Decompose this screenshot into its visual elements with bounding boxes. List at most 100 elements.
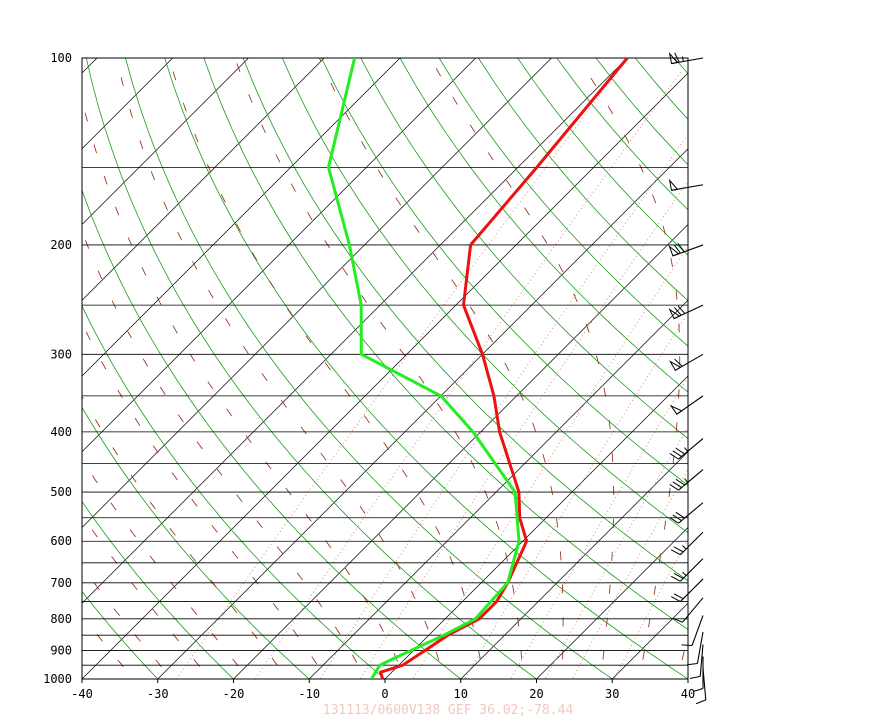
wind-barb	[670, 558, 704, 582]
dry-adiabat-line	[595, 58, 688, 166]
dry-adiabat-line	[438, 58, 688, 347]
wind-barb-feather	[673, 593, 684, 600]
isotherm-line	[309, 299, 688, 679]
wind-barb-half-feather	[684, 447, 689, 452]
wind-barb-feather	[672, 450, 682, 457]
isotherm-line	[460, 451, 688, 679]
temperature-tick-label: -30	[147, 687, 169, 701]
pressure-tick-labels: 100 200 300 400 500 600 700 800 900 1000	[43, 51, 72, 686]
moist-adiabat-line	[168, 58, 485, 679]
dry-adiabat-line	[634, 58, 688, 120]
isotherm-line	[82, 58, 173, 150]
wind-barb-feather	[669, 483, 679, 491]
dry-adiabat-line	[164, 58, 688, 679]
plot-frame	[81, 57, 689, 680]
temperature-tick-label: -40	[71, 687, 93, 701]
isotherm-line	[687, 678, 688, 679]
temperature-tick-label: 10	[454, 687, 468, 701]
wind-barb-feather	[674, 358, 683, 367]
wind-barb-feather	[670, 549, 681, 556]
dewpoint-profile-line	[327, 58, 521, 679]
moist-adiabat-line	[82, 97, 406, 679]
isotherm-line	[536, 527, 688, 679]
wind-barb-feather	[677, 243, 685, 253]
dry-adiabat-line	[714, 58, 896, 692]
pressure-tick-label: 200	[50, 238, 72, 252]
pressure-tick-label: 1000	[43, 672, 72, 686]
wind-barb	[668, 243, 704, 257]
mixing-ratio-line	[613, 537, 688, 679]
wind-barb-feather	[670, 596, 681, 602]
dry-adiabat-line	[85, 58, 538, 679]
moist-adiabat-line	[430, 58, 615, 679]
dry-adiabat-line	[82, 305, 386, 679]
wind-barbs	[668, 52, 707, 705]
temperature-tick-label: 0	[381, 687, 388, 701]
wind-barb-feather	[670, 575, 681, 582]
wind-barb-feather	[672, 617, 683, 623]
moist-adiabat-line	[234, 58, 524, 679]
wind-barb-half-feather	[684, 478, 689, 483]
wind-barb-feather	[672, 514, 682, 522]
wind-barb	[668, 178, 704, 191]
isotherm-line	[82, 58, 552, 528]
moist-adiabat-line	[677, 632, 688, 679]
mixing-ratio-line	[544, 426, 688, 679]
wind-barb	[681, 615, 704, 646]
mixing-ratio-line	[464, 312, 688, 679]
temperature-tick-label: 30	[605, 687, 619, 701]
pressure-tick-label: 600	[50, 534, 72, 548]
isotherm-line	[82, 58, 628, 604]
wind-barb-feather	[687, 662, 698, 666]
wind-barb-feather	[673, 546, 684, 553]
wind-barb-staff	[679, 558, 704, 582]
wind-barb-feather	[675, 447, 685, 455]
isotherm-line	[233, 224, 688, 679]
wind-barb-staff	[682, 597, 704, 623]
wind-barb-feather	[681, 644, 693, 646]
moist-adiabat-line	[82, 565, 173, 679]
temperature-tick-label: -20	[223, 687, 245, 701]
wind-barb-feather	[669, 452, 679, 460]
mixing-ratio-line	[571, 468, 688, 679]
wind-barb-feather	[673, 244, 681, 254]
isotherm-line	[0, 58, 21, 679]
temperature-profile-line	[379, 58, 629, 679]
moist-adiabat-line	[82, 322, 327, 679]
pressure-tick-label: 100	[50, 51, 72, 65]
temperature-tick-label: 20	[529, 687, 543, 701]
dry-adiabat-line	[478, 58, 688, 302]
wind-barb	[668, 353, 704, 371]
isotherm-line	[82, 72, 688, 679]
moist-adiabat-line	[578, 58, 681, 679]
dry-adiabat-line	[125, 58, 613, 679]
temperature-tick-label: -10	[298, 687, 320, 701]
pressure-tick-label: 900	[50, 644, 72, 658]
wind-barb	[669, 469, 704, 491]
isotherm-line	[82, 58, 249, 225]
isotherm-line	[384, 375, 688, 679]
wind-barb-flag	[668, 308, 681, 320]
dry-adiabat-line	[281, 58, 688, 534]
isotherm-line	[612, 602, 688, 679]
moist-adiabat-line	[82, 230, 366, 679]
moist-adiabat-line	[82, 514, 211, 679]
wind-barb-staff	[696, 631, 704, 664]
wind-barb-feather	[689, 675, 701, 680]
temperature-tick-label: 40	[681, 687, 695, 701]
dry-adiabat-line	[203, 58, 688, 630]
wind-barb-staff	[679, 578, 704, 602]
temperature-tick-labels: -40 -30 -20 -10 0 10 20 30 40	[71, 679, 695, 701]
wind-barb-staff	[702, 667, 707, 700]
moist-adiabat-line	[82, 614, 135, 679]
dry-adiabat-line	[82, 590, 159, 679]
wind-barb	[669, 395, 704, 415]
wind-barb-feather	[677, 305, 686, 314]
wind-barb-feather	[669, 517, 679, 524]
pressure-tick-label: 300	[50, 347, 72, 361]
dry-adiabat-line	[242, 58, 688, 582]
dry-adiabat-line	[792, 58, 896, 692]
wind-barb	[687, 631, 704, 666]
moist-adiabat-line	[318, 58, 564, 679]
dry-adiabat-line	[753, 58, 896, 692]
